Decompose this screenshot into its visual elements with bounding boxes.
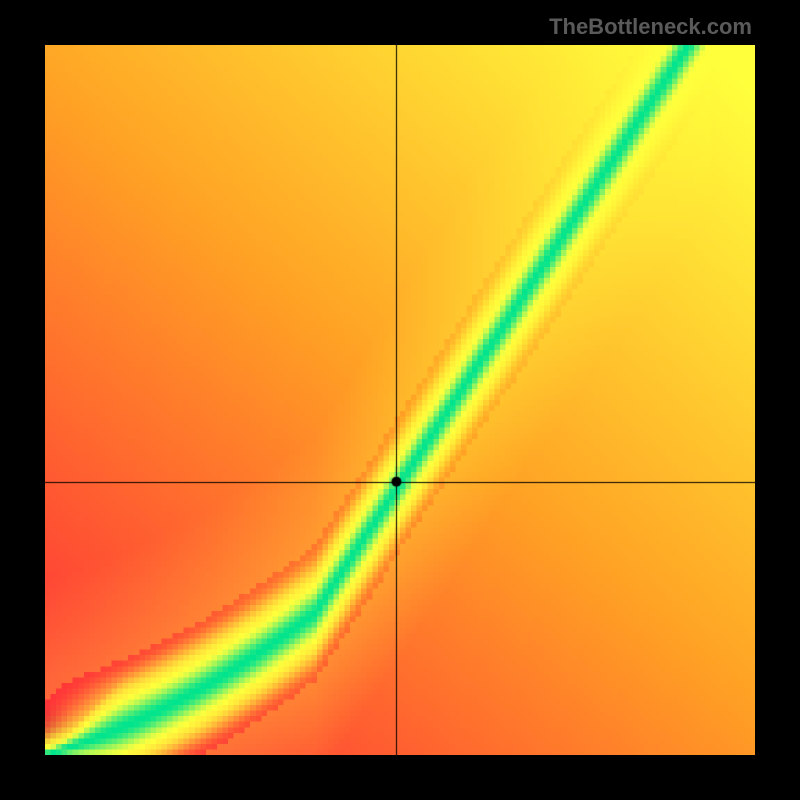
- watermark-text: TheBottleneck.com: [549, 14, 752, 40]
- crosshair-overlay: [45, 45, 755, 755]
- chart-container: TheBottleneck.com: [0, 0, 800, 800]
